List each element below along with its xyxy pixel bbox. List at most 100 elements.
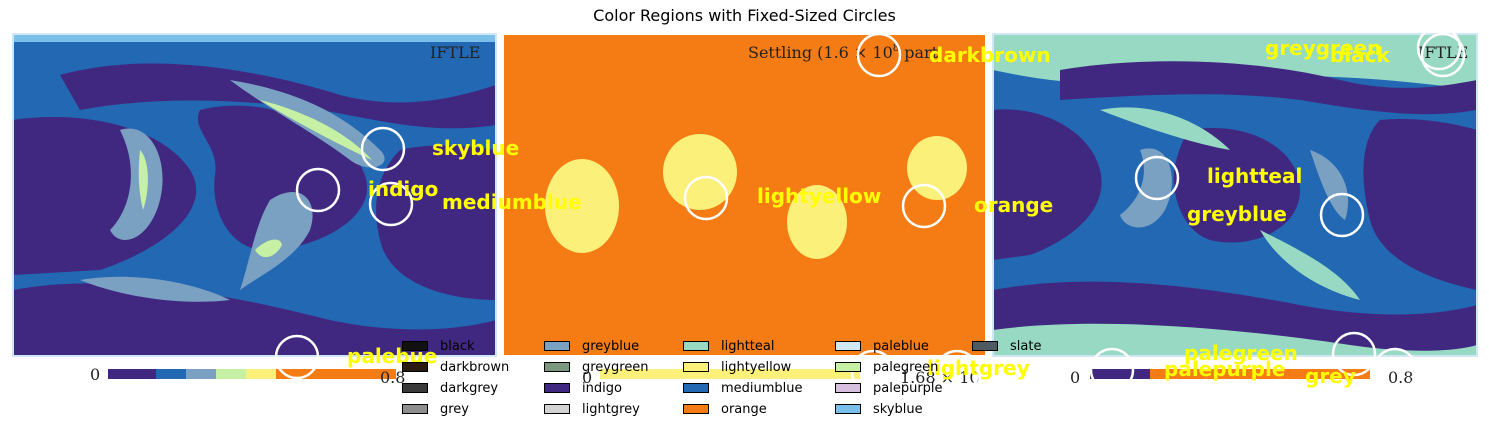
legend-swatch (402, 404, 428, 414)
legend-swatch (544, 341, 570, 351)
legend-label: darkbrown (440, 359, 510, 375)
middle-header-tail: part (899, 43, 939, 62)
legend-label: darkgrey (440, 380, 499, 396)
legend-swatch (683, 383, 709, 393)
blob-1 (545, 159, 619, 253)
middle-colorbar: 0 1.68 × 10 (582, 368, 980, 387)
legend-item-lightyellow: lightyellow (683, 357, 791, 377)
right-indigo-right (1363, 118, 1477, 291)
left-indigo-region-right (376, 145, 496, 300)
region-circle (1331, 331, 1377, 377)
left-colorbar: 0 0.8 (90, 365, 405, 387)
legend-label: skyblue (873, 401, 923, 417)
legend-label: lightyellow (721, 359, 792, 375)
right-indigo-top (1060, 61, 1477, 115)
legend-label: mediumblue (721, 380, 803, 396)
circle-label-lightteal: lightteal (1207, 164, 1302, 188)
chart-title: Color Regions with Fixed-Sized Circles (593, 6, 896, 25)
circle-label-lightyellow: lightyellow (757, 184, 881, 208)
region-circle (1372, 347, 1418, 393)
left-palegreen-streak-2 (260, 100, 372, 160)
right-teal-swirl-2 (1260, 230, 1360, 300)
legend-swatch (402, 362, 428, 372)
region-circle (901, 183, 947, 229)
circle-label-black: black (1330, 43, 1391, 67)
left-panel-header: IFTLE (430, 43, 480, 62)
circle-label-palegreen: palegreen (1184, 341, 1298, 365)
legend-item-indigo: indigo (544, 378, 622, 398)
legend-swatch (402, 341, 428, 351)
region-circle (368, 181, 414, 227)
legend-item-lightteal: lightteal (683, 336, 775, 356)
circle-label-darkbrown: darkbrown (929, 43, 1051, 67)
right-greyblue-swirl (1120, 148, 1172, 228)
region-circle (850, 349, 896, 395)
legend-item-greygreen: greygreen (544, 357, 649, 377)
legend-label: indigo (582, 380, 622, 396)
legend-item-paleblue: paleblue (835, 336, 929, 356)
region-circle (1416, 25, 1462, 71)
right-panel-border (992, 33, 1478, 357)
legend-label: orange (721, 401, 767, 417)
legend-swatch (544, 404, 570, 414)
legend-item-slate: slate (972, 336, 1041, 356)
legend-label: black (440, 338, 475, 354)
circle-label-greyblue: greyblue (1187, 202, 1287, 226)
region-circle (360, 126, 406, 172)
legend-swatch (683, 341, 709, 351)
region-circle (274, 334, 320, 380)
legend-item-skyblue: skyblue (835, 399, 923, 419)
left-cbar-min: 0 (90, 365, 100, 384)
legend-item-mediumblue: mediumblue (683, 378, 803, 398)
legend-label: palegreen (873, 359, 939, 375)
circle-label-palepurple: palepurple (1164, 357, 1285, 381)
right-colorbar: 0 0.8 (1070, 368, 1413, 387)
legend-swatch (835, 362, 861, 372)
legend-swatch (402, 383, 428, 393)
legend-label: grey (440, 401, 470, 417)
middle-panel-header: Settling (1.6 × 108 part (748, 43, 939, 62)
legend-swatch (683, 362, 709, 372)
legend-label: greyblue (582, 338, 640, 354)
legend-item-orange: orange (683, 399, 767, 419)
legend-item-palepurple: palepurple (835, 378, 943, 398)
circle-label-orange: orange (974, 193, 1053, 217)
circle-label-skyblue: skyblue (432, 136, 519, 160)
right-panel-header: IFTLE (1418, 43, 1468, 62)
legend-swatch (683, 404, 709, 414)
left-panel-border (12, 33, 497, 357)
legend-item-black: black (402, 336, 475, 356)
blob-2 (663, 134, 737, 210)
middle-cbar-max: 1.68 × 10 (900, 368, 980, 387)
left-palegreen-streak (138, 150, 148, 210)
left-cbar-max: 0.8 (380, 368, 405, 387)
middle-cbar-min: 0 (582, 368, 592, 387)
region-circle (934, 349, 980, 395)
circle-label-mediumblue: mediumblue (442, 190, 582, 214)
legend-swatch (835, 341, 861, 351)
legend-swatch (835, 383, 861, 393)
right-teal-swirl-1 (1100, 107, 1230, 150)
left-greyblue-swirl-1 (110, 128, 163, 240)
right-cbar-max: 0.8 (1388, 368, 1413, 387)
region-circle (1319, 192, 1365, 238)
right-greyblue-swirl-2 (1310, 150, 1349, 220)
legend-item-darkbrown: darkbrown (402, 357, 509, 377)
left-panel (13, 34, 496, 356)
circle-label-lightgrey: lightgrey (927, 356, 1030, 380)
left-skyblue-top (13, 34, 496, 42)
legend-item-palegreen: palegreen (835, 357, 938, 377)
circle-label-greygreen: greygreen (1265, 36, 1381, 60)
region-circle (1420, 32, 1466, 78)
blob-3 (787, 185, 847, 259)
legend-item-grey: grey (402, 399, 469, 419)
region-circle (295, 167, 341, 213)
legend-label: lightgrey (582, 401, 640, 417)
region-circle (683, 175, 729, 221)
legend-swatch (544, 362, 570, 372)
legend-item-lightgrey: lightgrey (544, 399, 640, 419)
region-circle (856, 32, 902, 78)
circle-label-grey: grey (1305, 364, 1356, 388)
middle-header-exp: 8 (893, 43, 899, 54)
legend-label: greygreen (582, 359, 649, 375)
